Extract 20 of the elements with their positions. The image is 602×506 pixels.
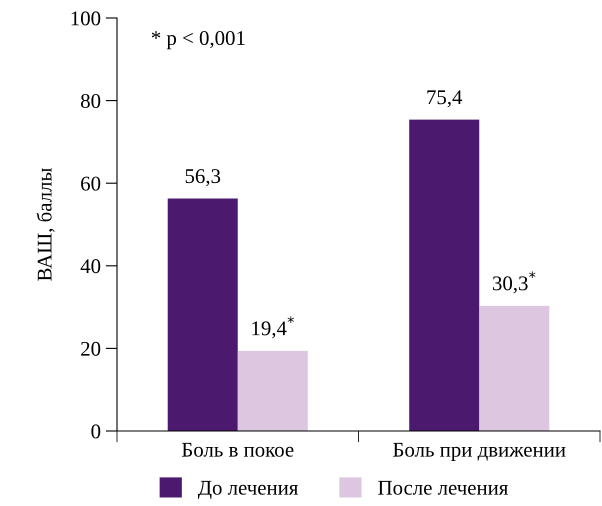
y-tick-label: 80 (80, 94, 100, 108)
data-label: 56,3 (186, 169, 220, 186)
annotation: * p < 0,001 (152, 30, 245, 50)
y-tick-label: 60 (81, 176, 100, 191)
y-axis-title: ВАШ, баллы (36, 168, 55, 281)
x-tick-label: Боль при движении (393, 442, 566, 462)
y-tick-label: 100 (72, 11, 100, 26)
y-tick-label: 0 (91, 424, 100, 438)
bar (479, 306, 550, 431)
data-label: 75,4 (427, 90, 462, 108)
data-label: 30,3$^{*}$ (492, 271, 536, 294)
bar (238, 350, 308, 431)
bar (168, 198, 238, 431)
bar (409, 120, 480, 431)
legend-label: До лечения (198, 480, 298, 500)
y-tick-label: 20 (81, 342, 100, 356)
y-tick-label: 40 (80, 259, 100, 274)
x-tick-label: Боль в покое (182, 442, 294, 457)
legend-label: После лечения (378, 480, 508, 495)
data-label: 19,4$^{*}$ (252, 316, 294, 338)
